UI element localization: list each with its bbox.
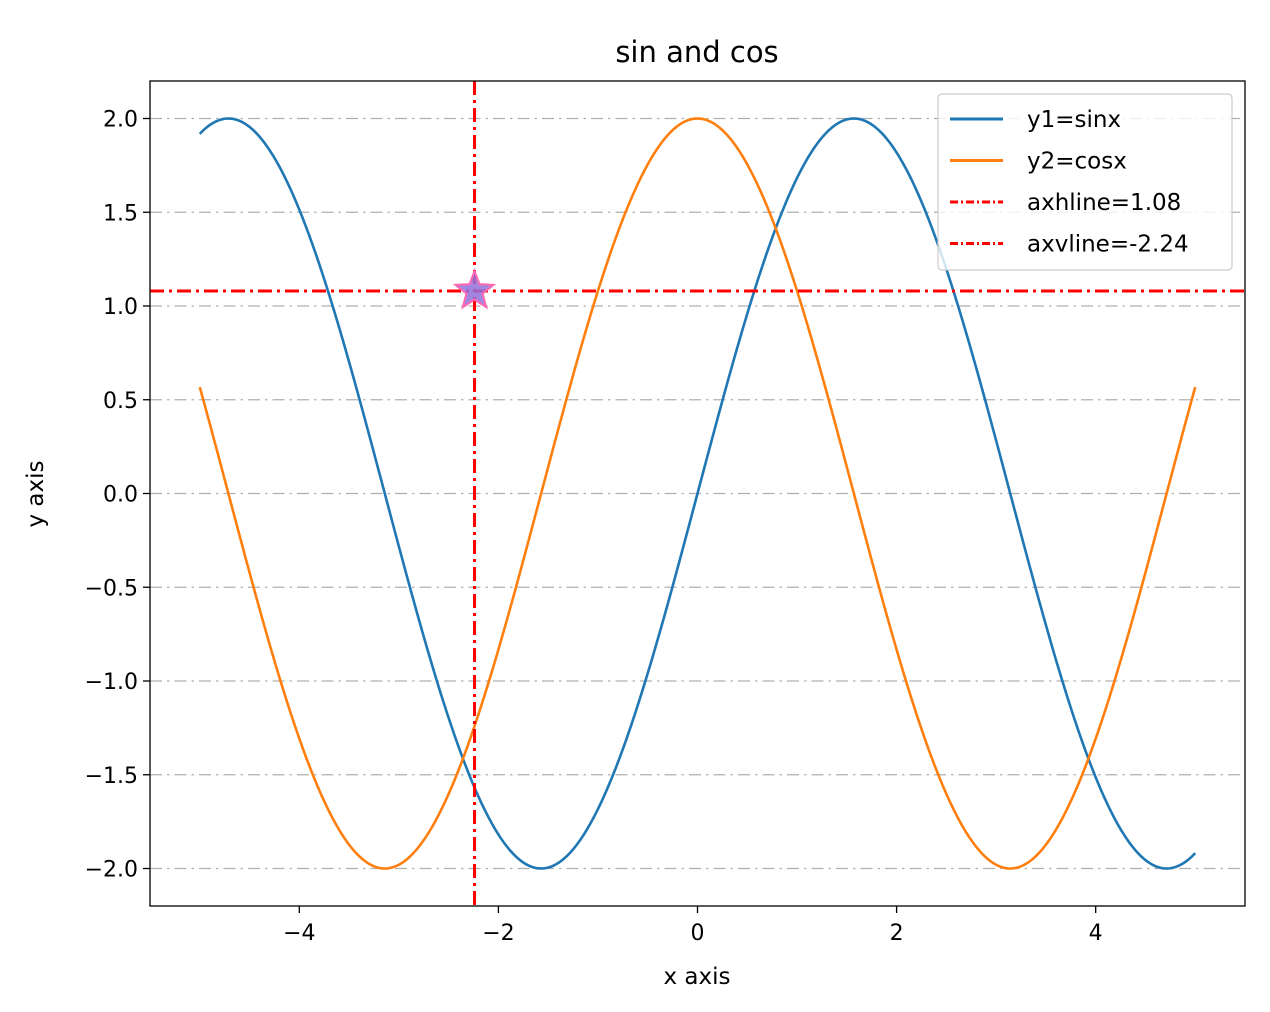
y-tick-label: −0.5 [85,576,138,601]
y-tick-label: 2.0 [103,108,138,133]
y-tick-label: 0.5 [103,389,138,414]
x-tick-label: 4 [1089,921,1103,946]
y-axis-label: y axis [23,460,49,527]
reference-lines [150,81,1245,906]
legend-box [937,93,1233,271]
x-tick-label: 2 [890,921,904,946]
x-axis-label: x axis [663,964,730,990]
y-ticks: 2.0 1.5 1.0 0.5 0.0 −0.5 −1.0 −1.5 −2.0 [85,108,150,883]
y-tick-label: −1.5 [85,764,138,789]
legend-label: axhline=1.08 [1027,190,1181,216]
legend-label: y1=sinx [1027,107,1121,133]
x-tick-label: 0 [691,921,705,946]
marker-layer [452,268,497,310]
x-tick-label: −4 [283,921,315,946]
legend: y1=sinx y2=cosx axhline=1.08 axvline=-2.24 [937,93,1233,271]
y-tick-label: −2.0 [85,858,138,883]
y-tick-label: 1.5 [103,201,138,226]
y-tick-label: 0.0 [103,483,138,508]
star-marker [452,268,497,310]
legend-entries: y1=sinx y2=cosx axhline=1.08 axvline=-2.24 [950,107,1189,258]
x-ticks: −4 −2 0 2 4 [283,906,1103,946]
series-layer [198,117,1197,870]
legend-label: y2=cosx [1027,149,1127,175]
chart-title: sin and cos [615,35,778,69]
x-tick-label: −2 [482,921,514,946]
series-line-2 [198,117,1197,870]
series-line-1 [198,117,1197,870]
legend-label: axvline=-2.24 [1027,232,1189,258]
y-tick-label: 1.0 [103,295,138,320]
y-tick-label: −1.0 [85,670,138,695]
